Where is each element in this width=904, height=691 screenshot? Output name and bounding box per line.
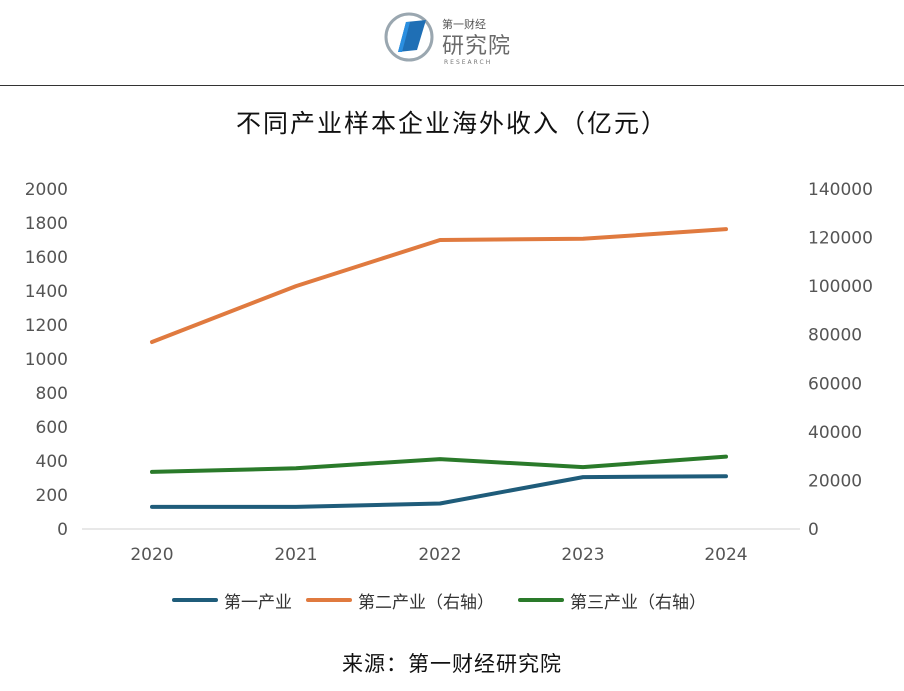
legend-label-series-3: 第三产业（右轴）: [570, 592, 706, 613]
series-line-3: [150, 454, 728, 474]
left-axis: 0 200 400 600 800 1000 1200 1400 1600 1800 2000: [25, 180, 68, 540]
line-chart: 0 200 400 600 800 1000 1200 1400 1600 1800 2000 0 2…: [25, 180, 873, 565]
header-divider: [0, 85, 904, 86]
left-tick-label: 400: [36, 452, 68, 472]
x-tick-label: 2020: [130, 545, 173, 565]
legend-swatch-series-2: [306, 598, 352, 602]
right-tick-label: 100000: [808, 277, 873, 297]
logo: 第一财经 研究院 RESEARCH: [384, 10, 524, 68]
chart-title: 不同产业样本企业海外收入（亿元）: [235, 109, 668, 138]
left-tick-label: 1200: [25, 316, 68, 336]
legend-swatch-series-3: [518, 598, 564, 602]
legend-label-series-2: 第二产业（右轴）: [358, 592, 494, 613]
left-tick-label: 1400: [25, 282, 68, 302]
legend-item-series-3: 第三产业（右轴）: [518, 588, 706, 613]
right-tick-label: 40000: [808, 423, 862, 443]
series-line-2: [150, 227, 728, 344]
left-tick-label: 600: [36, 418, 68, 438]
logo-small-text: 第一财经: [442, 18, 486, 31]
legend-label-series-1: 第一产业: [224, 592, 292, 613]
right-tick-label: 140000: [808, 180, 873, 200]
x-tick-label: 2021: [274, 545, 317, 565]
series-lines: [150, 227, 728, 509]
logo-big-text: 研究院: [442, 34, 512, 59]
left-tick-label: 800: [36, 384, 68, 404]
x-tick-label: 2023: [561, 545, 604, 565]
logo-tiny-text: RESEARCH: [444, 59, 493, 66]
left-tick-label: 1800: [25, 214, 68, 234]
header: 第一财经 研究院 RESEARCH: [0, 0, 904, 86]
legend-item-series-2: 第二产业（右轴）: [306, 588, 494, 613]
left-tick-label: 1600: [25, 248, 68, 268]
right-tick-label: 0: [808, 520, 819, 540]
logo-mark-icon: [384, 12, 434, 62]
right-axis: 0 20000 40000 60000 80000 100000 120000 140000: [808, 180, 873, 540]
right-tick-label: 80000: [808, 326, 862, 346]
x-axis: 2020 2021 2022 2023 2024: [130, 545, 747, 565]
source-note: 来源：第一财经研究院: [342, 652, 562, 676]
left-tick-label: 2000: [25, 180, 68, 200]
right-tick-label: 60000: [808, 374, 862, 394]
legend-item-series-1: 第一产业: [172, 588, 292, 613]
right-tick-label: 20000: [808, 471, 862, 491]
left-tick-label: 200: [36, 486, 68, 506]
x-tick-label: 2022: [418, 545, 461, 565]
x-tick-label: 2024: [704, 545, 747, 565]
left-tick-label: 0: [57, 520, 68, 540]
right-tick-label: 120000: [808, 229, 873, 249]
legend-swatch-series-1: [172, 598, 218, 602]
left-tick-label: 1000: [25, 350, 68, 370]
series-line-1: [150, 474, 728, 509]
